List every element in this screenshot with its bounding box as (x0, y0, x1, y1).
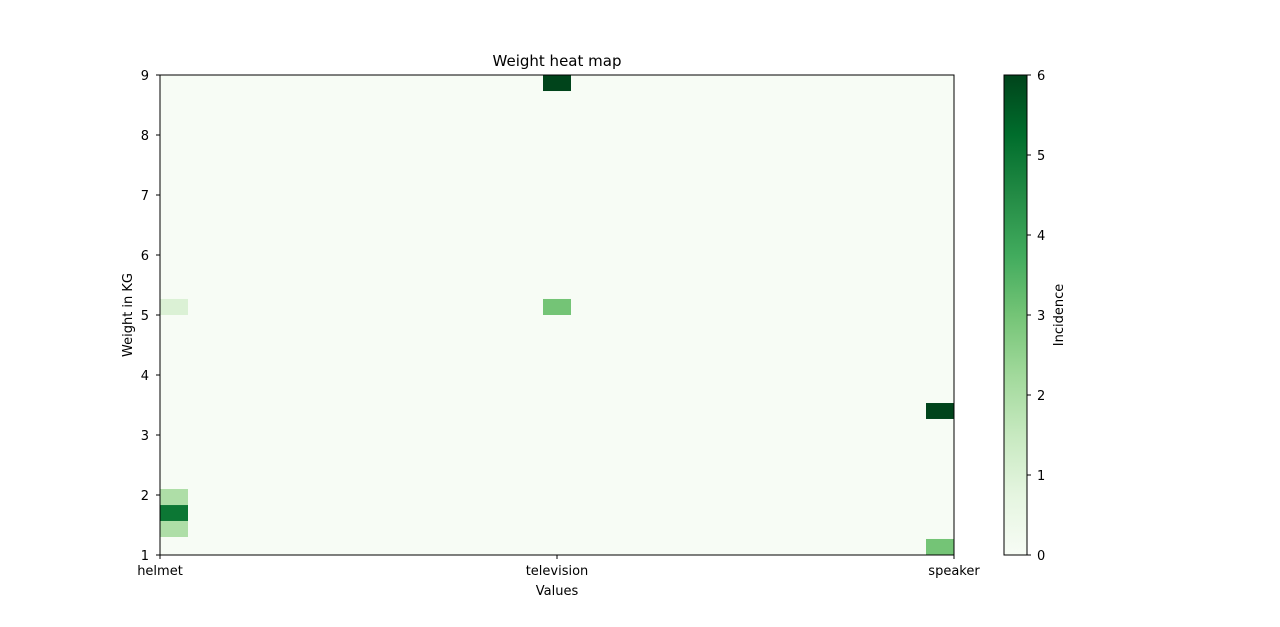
colorbar-tick-label: 0 (1037, 549, 1045, 564)
y-axis-label: Weight in KG (121, 273, 136, 357)
y-tick-label: 4 (141, 369, 149, 384)
heatmap-cell (926, 403, 954, 419)
colorbar-tick-label: 1 (1037, 469, 1045, 484)
y-axis-ticks: 1 2 3 4 5 6 7 8 9 (141, 69, 160, 564)
x-tick-label: speaker (928, 564, 980, 579)
heatmap-cell (543, 75, 571, 92)
colorbar-tick-label: 4 (1037, 229, 1045, 244)
colorbar-tick-label: 5 (1037, 149, 1045, 164)
colorbar-tick-label: 2 (1037, 389, 1045, 404)
y-tick-label: 6 (141, 249, 149, 264)
colorbar-ticks: 0 1 2 3 4 5 6 (1027, 69, 1045, 564)
chart-title: Weight heat map (493, 52, 622, 70)
heatmap-cell (926, 538, 954, 555)
heatmap-cell (160, 489, 188, 506)
heatmap-cell (160, 298, 188, 315)
y-tick-label: 1 (141, 549, 149, 564)
y-tick-label: 7 (141, 189, 149, 204)
heatmap-cell (160, 505, 188, 521)
y-tick-label: 5 (141, 309, 149, 324)
y-tick-label: 3 (141, 429, 149, 444)
colorbar (1004, 75, 1027, 555)
heatmap-cells (160, 75, 954, 555)
colorbar-label: Incidence (1052, 284, 1067, 346)
x-axis-label: Values (536, 584, 579, 599)
heatmap-cell (543, 298, 571, 315)
x-tick-label: television (526, 564, 589, 579)
colorbar-tick-label: 3 (1037, 309, 1045, 324)
heatmap-cell (160, 520, 188, 537)
x-tick-label: helmet (137, 564, 183, 579)
y-tick-label: 2 (141, 489, 149, 504)
x-axis-ticks: helmet television speaker (137, 555, 980, 579)
y-tick-label: 9 (141, 69, 149, 84)
y-tick-label: 8 (141, 129, 149, 144)
colorbar-tick-label: 6 (1037, 69, 1045, 84)
